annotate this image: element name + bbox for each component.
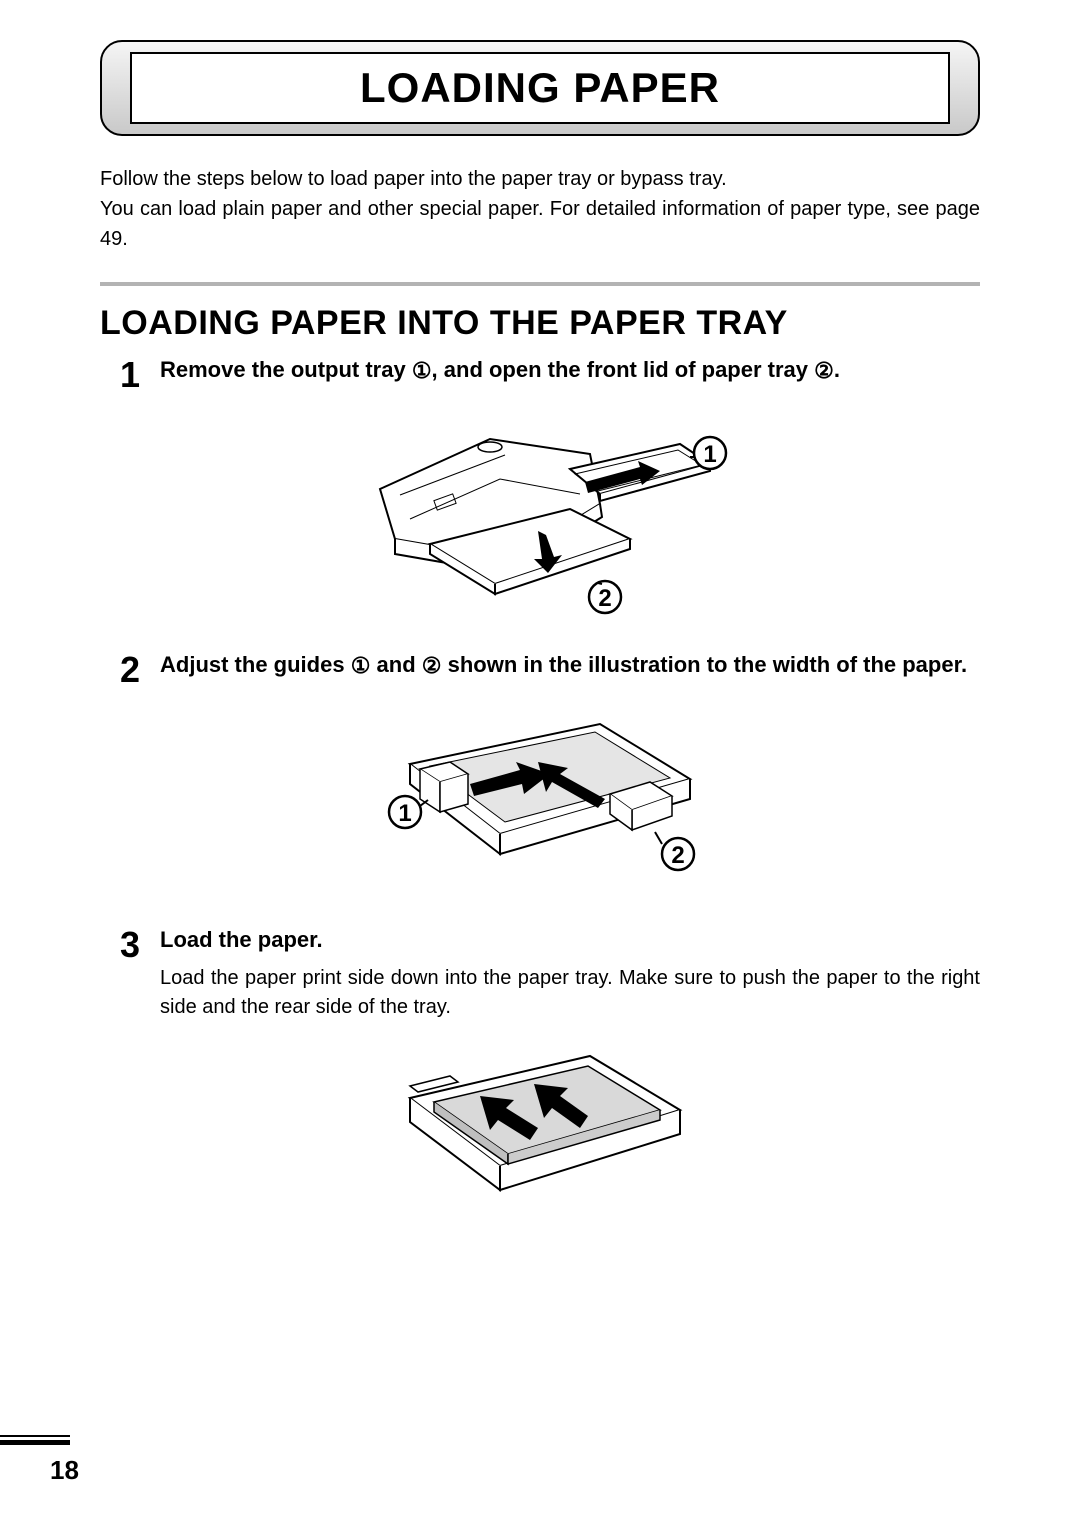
circled-2-icon: ②: [814, 358, 834, 383]
step-number: 2: [100, 650, 160, 688]
circled-2-icon: ②: [422, 653, 442, 678]
step-heading: Load the paper.: [160, 925, 980, 956]
page-footer: 18: [0, 1435, 1080, 1486]
step-body: Remove the output tray ①, and open the f…: [160, 355, 980, 393]
step-body: Load the paper. Load the paper print sid…: [160, 925, 980, 1022]
load-paper-diagram-icon: [360, 1038, 720, 1218]
footer-rule-icon: [0, 1435, 70, 1445]
step-heading: Remove the output tray ①, and open the f…: [160, 355, 980, 387]
step-1: 1 Remove the output tray ①, and open the…: [100, 355, 980, 393]
step-3: 3 Load the paper. Load the paper print s…: [100, 925, 980, 1022]
step-heading-part: Remove the output tray: [160, 357, 412, 382]
illustration-step-2: 1 2: [100, 704, 980, 899]
step-number: 1: [100, 355, 160, 393]
step-2: 2 Adjust the guides ① and ② shown in the…: [100, 650, 980, 688]
document-page: LOADING PAPER Follow the steps below to …: [0, 0, 1080, 1526]
tray-guides-diagram-icon: 1 2: [350, 704, 730, 894]
svg-text:1: 1: [398, 800, 411, 827]
page-number: 18: [50, 1455, 1080, 1486]
section-title: LOADING PAPER INTO THE PAPER TRAY: [100, 304, 980, 343]
step-heading-part: .: [834, 357, 840, 382]
title-inner: LOADING PAPER: [130, 52, 950, 124]
step-heading-part: Adjust the guides: [160, 652, 351, 677]
svg-text:2: 2: [598, 585, 611, 612]
step-heading: Adjust the guides ① and ② shown in the i…: [160, 650, 980, 682]
step-description: Load the paper print side down into the …: [160, 964, 980, 1022]
printer-diagram-icon: 1 2: [340, 409, 740, 619]
step-number: 3: [100, 925, 160, 963]
svg-text:1: 1: [703, 441, 716, 468]
step-heading-part: , and open the front lid of paper tray: [432, 357, 815, 382]
circled-1-icon: ①: [351, 653, 371, 678]
page-title: LOADING PAPER: [360, 64, 720, 112]
intro-line-1: Follow the steps below to load paper int…: [100, 168, 727, 190]
step-heading-part: shown in the illustration to the width o…: [442, 652, 968, 677]
intro-text: Follow the steps below to load paper int…: [100, 164, 980, 254]
svg-text:2: 2: [671, 842, 684, 869]
circled-1-icon: ①: [412, 358, 432, 383]
illustration-step-1: 1 2: [100, 409, 980, 624]
intro-line-2: You can load plain paper and other speci…: [100, 198, 980, 250]
illustration-step-3: [100, 1038, 980, 1223]
step-heading-part: and: [370, 652, 421, 677]
title-banner: LOADING PAPER: [100, 40, 980, 136]
section-divider: [100, 282, 980, 286]
step-body: Adjust the guides ① and ② shown in the i…: [160, 650, 980, 688]
